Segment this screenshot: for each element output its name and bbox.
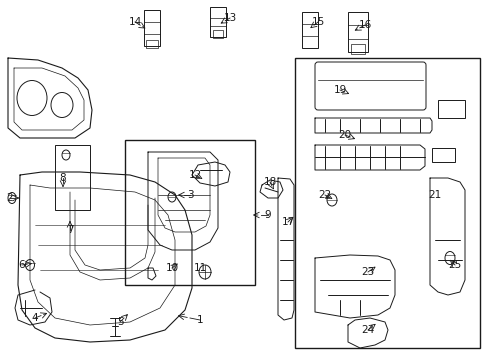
Bar bbox=[209, 7, 225, 37]
Text: 19: 19 bbox=[333, 85, 346, 95]
Bar bbox=[294, 58, 479, 348]
Text: 11: 11 bbox=[193, 263, 206, 273]
Text: 14: 14 bbox=[128, 17, 142, 27]
Text: 6: 6 bbox=[19, 260, 25, 270]
Text: 7: 7 bbox=[66, 225, 73, 235]
Text: 16: 16 bbox=[358, 20, 371, 30]
Text: 25: 25 bbox=[447, 260, 461, 270]
Text: 3: 3 bbox=[186, 190, 193, 200]
Text: 20: 20 bbox=[338, 130, 351, 140]
Text: 13: 13 bbox=[223, 13, 236, 23]
Bar bbox=[437, 100, 464, 118]
Bar bbox=[213, 30, 223, 38]
Bar bbox=[302, 12, 317, 48]
Bar bbox=[146, 40, 158, 48]
Text: 5: 5 bbox=[117, 317, 123, 327]
Text: 2: 2 bbox=[7, 193, 13, 203]
Bar bbox=[143, 10, 160, 46]
Text: 15: 15 bbox=[311, 17, 324, 27]
Text: 24: 24 bbox=[361, 325, 374, 335]
Bar bbox=[55, 145, 90, 210]
Text: 9: 9 bbox=[264, 210, 271, 220]
Bar bbox=[347, 12, 367, 52]
Bar bbox=[350, 44, 364, 54]
Text: 12: 12 bbox=[188, 170, 201, 180]
Bar bbox=[125, 140, 254, 285]
Text: 18: 18 bbox=[263, 177, 276, 187]
Bar bbox=[431, 148, 454, 162]
Text: 1: 1 bbox=[196, 315, 203, 325]
Text: 8: 8 bbox=[60, 173, 66, 183]
Text: 10: 10 bbox=[165, 263, 178, 273]
Text: 17: 17 bbox=[281, 217, 294, 227]
Text: 21: 21 bbox=[427, 190, 441, 200]
Text: 22: 22 bbox=[318, 190, 331, 200]
Text: 23: 23 bbox=[361, 267, 374, 277]
Text: 4: 4 bbox=[32, 313, 38, 323]
